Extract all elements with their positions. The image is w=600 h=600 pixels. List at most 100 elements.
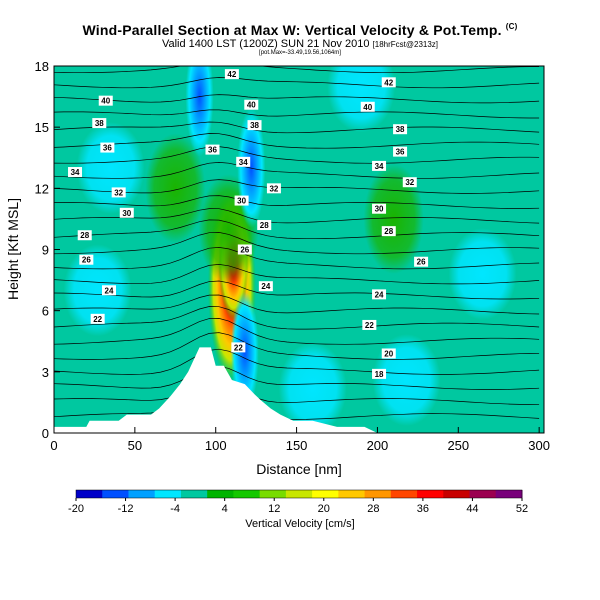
x-tick-label: 250 bbox=[447, 438, 469, 453]
contour-label-box bbox=[247, 120, 262, 131]
theta-contour bbox=[54, 162, 540, 179]
contour-label-box bbox=[68, 167, 83, 178]
contour-label-box bbox=[393, 146, 408, 157]
contour-label: 26 bbox=[240, 246, 249, 255]
colorbar-swatch bbox=[390, 490, 418, 498]
chart-subtitle: Valid 1400 LST (1200Z) SUN 21 Nov 2010 [… bbox=[0, 38, 600, 50]
contour-label-box bbox=[381, 77, 396, 88]
contour-label-box bbox=[119, 207, 134, 218]
contour-label: 24 bbox=[261, 282, 270, 291]
w-feature bbox=[278, 342, 347, 433]
contour-label-box bbox=[372, 203, 387, 214]
contour-label-box bbox=[231, 342, 246, 353]
contour-label-box bbox=[360, 101, 375, 112]
contour-label: 36 bbox=[208, 146, 217, 155]
contour-label-box bbox=[92, 118, 107, 129]
contour-label: 32 bbox=[405, 178, 414, 187]
colorbar-tick-label: -20 bbox=[68, 503, 84, 515]
contour-label-box bbox=[77, 230, 92, 241]
y-tick-label: 3 bbox=[42, 365, 49, 380]
theta-contour bbox=[54, 332, 540, 360]
contour-label: 34 bbox=[375, 162, 384, 171]
title-copyright-mark: (C) bbox=[505, 22, 518, 31]
contour-label: 38 bbox=[95, 119, 104, 128]
contour-label: 36 bbox=[396, 148, 405, 157]
contour-label: 22 bbox=[365, 321, 374, 330]
chart-title-text: Wind-Parallel Section at Max W: Vertical… bbox=[82, 22, 502, 38]
y-tick-label: 12 bbox=[35, 181, 49, 196]
x-tick-label: 0 bbox=[50, 438, 57, 453]
colorbar-swatch bbox=[364, 490, 392, 498]
colorbar-tick-label: 52 bbox=[516, 503, 528, 515]
theta-contour bbox=[54, 348, 540, 375]
y-axis: 0 3 6 9 12 15 18 bbox=[35, 59, 60, 441]
colorbar-swatch bbox=[233, 490, 261, 498]
plot-field bbox=[54, 66, 544, 433]
contour-label: 34 bbox=[71, 168, 80, 177]
contour-label: 30 bbox=[122, 209, 131, 218]
y-tick-label: 15 bbox=[35, 120, 49, 135]
contour-label-box bbox=[381, 226, 396, 237]
contour-label: 36 bbox=[103, 144, 112, 153]
x-tick-label: 150 bbox=[286, 438, 308, 453]
w-feature bbox=[372, 333, 441, 426]
theta-contour bbox=[54, 392, 540, 420]
contour-label: 38 bbox=[396, 125, 405, 134]
contour-label: 30 bbox=[375, 205, 384, 214]
theta-contour bbox=[54, 264, 540, 285]
colorbar: -20 -12 -4 4 12 20 28 36 44 52 bbox=[68, 489, 528, 515]
theta-contour bbox=[54, 247, 540, 270]
contour-label-box bbox=[234, 195, 249, 206]
colorbar-swatch bbox=[338, 490, 366, 498]
contour-label: 40 bbox=[363, 103, 372, 112]
colorbar-swatch bbox=[469, 490, 497, 498]
colorbar-swatch bbox=[102, 490, 129, 498]
theta-contour bbox=[54, 195, 540, 209]
contour-label: 24 bbox=[105, 286, 114, 295]
contour-label-box bbox=[111, 187, 126, 198]
contour-label-box bbox=[402, 177, 417, 188]
contour-label: 40 bbox=[247, 101, 256, 110]
contour-label-box bbox=[205, 144, 220, 155]
contour-label-box bbox=[372, 368, 387, 379]
theta-contour bbox=[54, 146, 540, 164]
w-feature bbox=[145, 133, 206, 244]
contour-label-box bbox=[236, 156, 251, 167]
chart-title: Wind-Parallel Section at Max W: Vertical… bbox=[0, 22, 600, 38]
contour-label-box bbox=[266, 183, 281, 194]
theta-contour bbox=[54, 380, 540, 406]
x-tick-label: 300 bbox=[528, 438, 550, 453]
colorbar-swatch bbox=[76, 490, 103, 498]
contour-label-box bbox=[79, 254, 94, 265]
contour-label-box bbox=[372, 289, 387, 300]
contour-label: 22 bbox=[93, 315, 102, 324]
colorbar-swatch bbox=[443, 490, 471, 498]
contour-label: 40 bbox=[101, 97, 110, 106]
colorbar-swatch bbox=[207, 490, 234, 498]
x-axis: 0 50 100 150 200 250 300 bbox=[50, 427, 550, 453]
w-feature bbox=[448, 227, 517, 320]
terrain bbox=[54, 347, 544, 433]
colorbar-label: Vertical Velocity [cm/s] bbox=[245, 518, 355, 530]
x-tick-label: 100 bbox=[205, 438, 227, 453]
theta-contour bbox=[54, 219, 540, 240]
colorbar-swatch bbox=[285, 490, 313, 498]
contour-label: 18 bbox=[375, 370, 384, 379]
colorbar-tick-label: 28 bbox=[367, 503, 379, 515]
colorbar-tick-label: 4 bbox=[222, 503, 228, 515]
contour-label-box bbox=[244, 99, 259, 110]
contour-label: 28 bbox=[80, 231, 89, 240]
theta-contour bbox=[54, 232, 540, 255]
contour-label: 34 bbox=[239, 158, 248, 167]
contour-label-box bbox=[414, 256, 429, 267]
theta-contour bbox=[54, 179, 540, 194]
x-axis-label: Distance [nm] bbox=[256, 461, 342, 477]
potential-temperature-contours bbox=[54, 66, 540, 420]
colorbar-tick-label: 12 bbox=[268, 503, 280, 515]
contour-label: 26 bbox=[417, 258, 426, 267]
theta-contour bbox=[54, 133, 540, 149]
theta-contour bbox=[54, 306, 540, 330]
contour-label-box bbox=[98, 95, 113, 106]
y-tick-label: 0 bbox=[42, 426, 49, 441]
colorbar-tick-label: -4 bbox=[170, 503, 180, 515]
